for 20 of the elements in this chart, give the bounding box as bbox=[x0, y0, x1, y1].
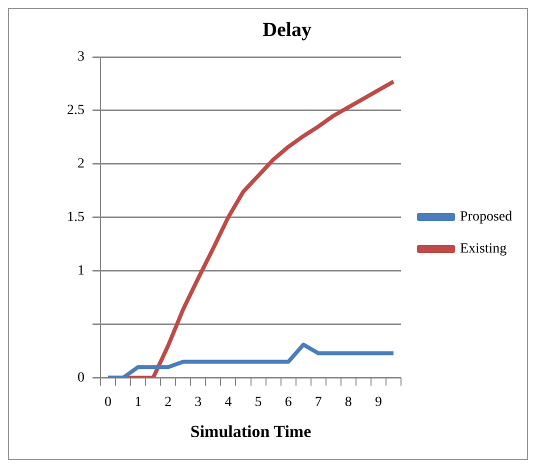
x-tick-label: 4 bbox=[224, 394, 232, 410]
x-tick-label: 2 bbox=[164, 394, 172, 410]
x-tick-label: 3 bbox=[194, 394, 202, 410]
legend-label: Proposed bbox=[460, 210, 512, 225]
y-tick-label: 2 bbox=[78, 156, 84, 172]
x-tick-label: 9 bbox=[374, 394, 382, 410]
chart-title: Delay bbox=[262, 19, 312, 42]
y-tick-label: 2.5 bbox=[67, 103, 84, 118]
y-tick-label: 1 bbox=[78, 264, 84, 279]
x-tick-label: 7 bbox=[314, 394, 322, 410]
x-tick-label: 8 bbox=[344, 394, 352, 410]
x-tick-label: 0 bbox=[104, 394, 112, 410]
y-tick-label: 1.5 bbox=[67, 210, 84, 226]
y-tick-label: 0 bbox=[78, 370, 84, 386]
x-axis-title: Simulation Time bbox=[190, 422, 312, 442]
legend-label: Existing bbox=[460, 242, 507, 257]
x-tick-label: 1 bbox=[134, 394, 142, 410]
x-tick-label: 6 bbox=[284, 394, 292, 410]
x-tick-label: 5 bbox=[254, 394, 262, 410]
y-tick-label: 3 bbox=[78, 50, 84, 65]
